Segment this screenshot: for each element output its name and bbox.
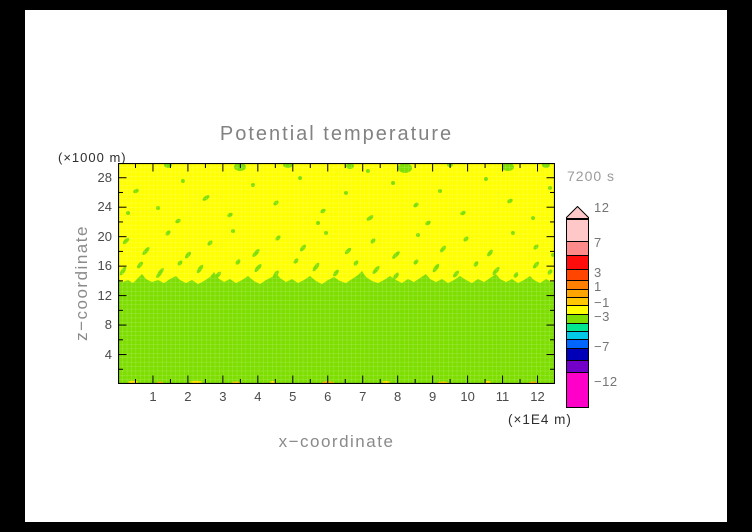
colorbar-arrow-icon	[566, 206, 589, 219]
y-tick-label: 20	[97, 228, 112, 244]
x-tick-label: 11	[495, 389, 510, 404]
colorbar-segment	[566, 372, 589, 408]
chart-title: Potential temperature	[219, 123, 454, 145]
colorbar-tick-label: −1	[594, 294, 610, 310]
colorbar-tick-label: 7	[594, 235, 602, 250]
x-tick-label: 5	[289, 389, 297, 404]
x-tick-label: 8	[394, 389, 402, 404]
x-tick-label: 6	[324, 389, 332, 404]
colorbar-segment	[566, 269, 589, 280]
y-tick-label: 28	[97, 169, 112, 185]
y-tick-label: 8	[104, 317, 112, 333]
colorbar-segment	[566, 280, 589, 289]
colorbar-segment	[566, 255, 589, 269]
colorbar-segment	[566, 297, 589, 305]
time-label: 7200 s	[567, 168, 616, 184]
contour-plot-image	[117, 162, 556, 385]
colorbar-segment	[566, 348, 589, 360]
x-tick-label: 7	[359, 389, 367, 404]
colorbar-tick-label: −7	[594, 339, 610, 354]
colorbar-segment	[566, 219, 589, 241]
colorbar-tick-label: −12	[594, 374, 618, 389]
y-axis-unit-label: (×1000 m)	[58, 150, 127, 165]
y-tick-label: 12	[97, 287, 112, 303]
colorbar-segment	[566, 241, 589, 255]
x-tick-label: 2	[184, 389, 192, 404]
colorbar-segment	[566, 314, 589, 323]
canvas-area: Potential temperature (×1000 m) 7200 s z…	[25, 10, 727, 522]
x-tick-label: 9	[429, 389, 437, 404]
y-tick-label: 24	[97, 199, 112, 215]
colorbar-segment	[566, 331, 589, 339]
colorbar-tick-label: −3	[594, 309, 610, 324]
x-unit-label: (×1E4 m)	[508, 412, 572, 427]
plot-area	[117, 162, 556, 385]
colorbar-segment	[566, 339, 589, 348]
colorbar-tick-label: 1	[594, 279, 602, 294]
x-axis-title: x−coordinate	[278, 432, 395, 451]
colorbar-tick-label: 12	[594, 199, 610, 215]
colorbar-segment	[566, 323, 589, 331]
colorbar-tick-label: 3	[594, 264, 602, 280]
x-tick-label: 1	[149, 389, 157, 404]
x-tick-label: 4	[254, 389, 262, 404]
y-tick-label: 4	[104, 346, 112, 362]
x-tick-label: 3	[219, 389, 227, 404]
x-tick-label: 10	[460, 389, 475, 404]
y-tick-label: 16	[97, 258, 112, 274]
colorbar	[566, 219, 589, 408]
x-tick-label: 12	[530, 389, 545, 404]
colorbar-segment	[566, 289, 589, 297]
colorbar-segment	[566, 360, 589, 372]
colorbar-segment	[566, 305, 589, 314]
